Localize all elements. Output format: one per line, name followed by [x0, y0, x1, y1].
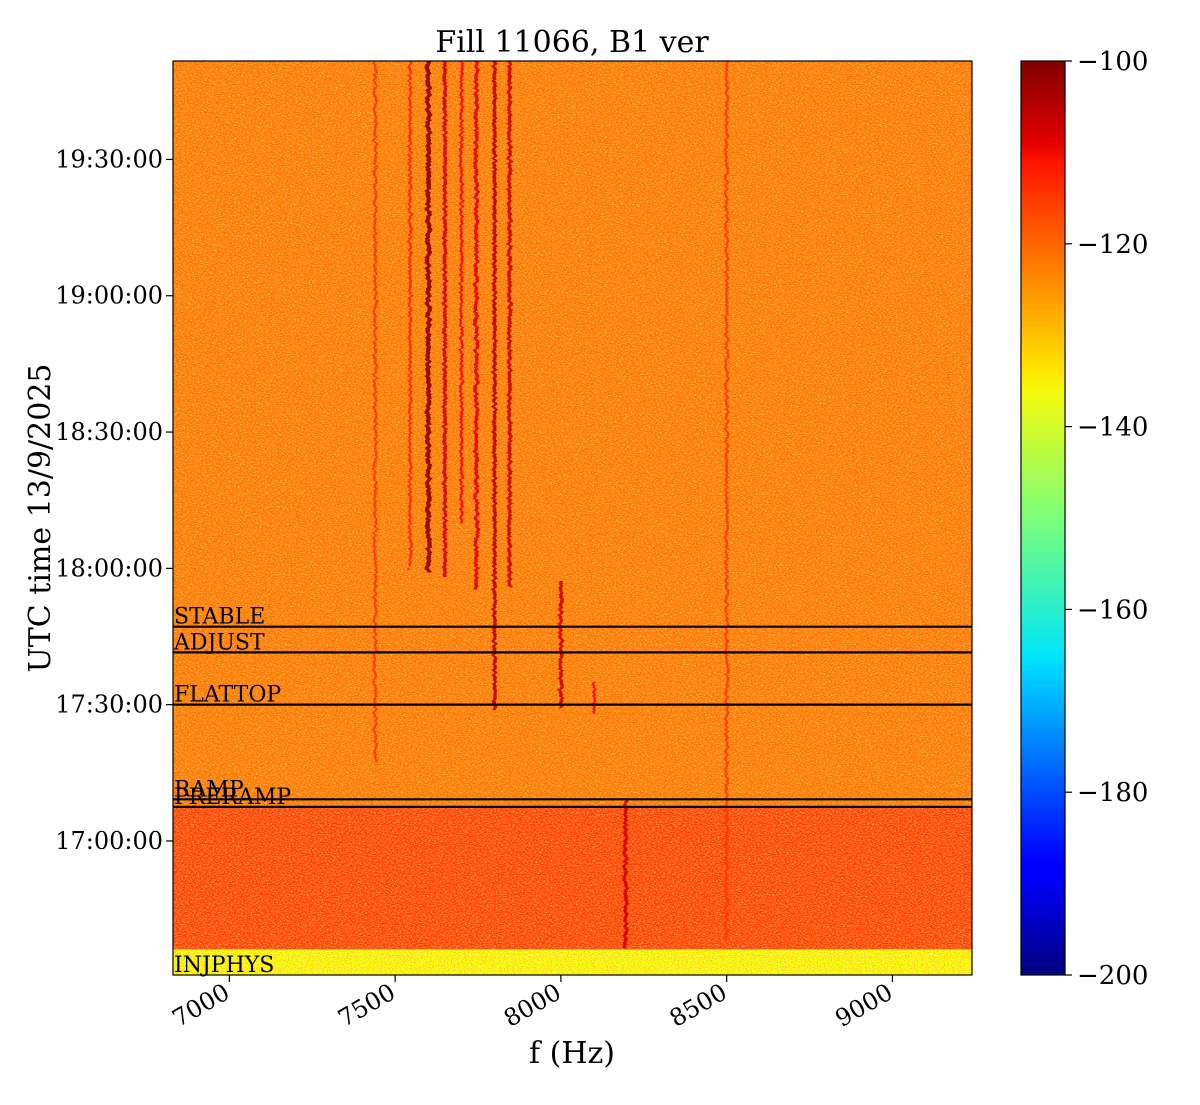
colorbar-tick-label-4: −180	[1077, 778, 1148, 808]
colorbar-tick-label-1: −120	[1077, 230, 1148, 260]
x-axis-ticks: 7000 7500 8000 8500 9000	[167, 975, 897, 1033]
spectrogram-plot	[173, 61, 972, 975]
spectral-line-5	[474, 61, 479, 592]
colorbar-tick-label-5: −200	[1077, 961, 1148, 991]
spectral-line-7	[507, 61, 512, 587]
x-tick-label-1: 7500	[333, 978, 400, 1033]
y-axis-label: UTC time 13/9/2025	[23, 364, 58, 673]
x-tick-label-0: 7000	[167, 978, 234, 1033]
spectral-line-2	[426, 61, 431, 573]
y-tick-label-3: 18:30:00	[55, 418, 163, 446]
y-tick-label-0: 17:00:00	[55, 827, 163, 855]
phase-label-ramp: RAMP	[174, 777, 244, 802]
spectral-line-1	[408, 61, 412, 569]
colorbar-tick-label-0: −100	[1077, 47, 1148, 77]
spectral-line-6	[492, 61, 497, 710]
phase-label-preramp: PRERAMP	[174, 785, 291, 810]
y-axis-ticks: 17:00:00 17:30:00 18:00:00 18:30:00 19:00:00…	[55, 145, 173, 855]
spectrogram-noise-texture-red	[173, 61, 972, 975]
spectral-line-3	[443, 61, 447, 578]
phase-label-flattop: FLATTOP	[174, 683, 281, 708]
phase-label-adjust: ADJUST	[173, 630, 265, 655]
y-tick-label-2: 18:00:00	[55, 554, 163, 582]
spectral-line-8	[559, 581, 563, 710]
colorbar-tick-label-3: −160	[1077, 595, 1148, 625]
colorbar-tick-label-2: −140	[1077, 413, 1148, 443]
spectral-line-4	[460, 61, 463, 523]
y-tick-label-4: 19:00:00	[55, 282, 163, 310]
x-tick-label-4: 9000	[831, 978, 898, 1033]
phase-label-stable: STABLE	[174, 605, 265, 630]
x-tick-label-3: 8500	[665, 978, 732, 1033]
colorbar: −100 −120 −140 −160 −180 −200	[1020, 47, 1148, 991]
spectral-lines	[373, 61, 728, 951]
y-tick-label-1: 17:30:00	[55, 691, 163, 719]
spectral-line-11	[725, 61, 728, 941]
spectral-line-10	[623, 800, 628, 951]
colorbar-gradient	[1020, 60, 1066, 976]
phase-label-injphys: INJPHYS	[174, 953, 274, 978]
spectral-line-0	[373, 61, 377, 764]
plot-frame	[172, 60, 973, 976]
y-tick-label-5: 19:30:00	[55, 145, 163, 173]
chart-title: Fill 11066, B1 ver	[435, 25, 709, 60]
spectral-line-9	[592, 681, 596, 714]
x-tick-label-2: 8000	[499, 978, 566, 1033]
colorbar-ticks: −100 −120 −140 −160 −180 −200	[1065, 47, 1148, 991]
x-axis-label: f (Hz)	[529, 1036, 615, 1071]
